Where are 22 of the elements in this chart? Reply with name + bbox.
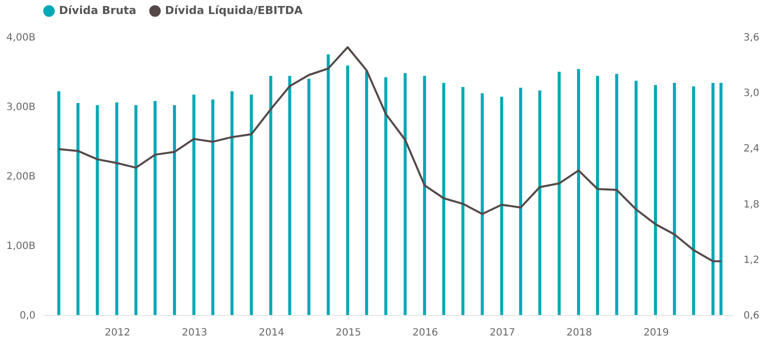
x-tick-label: 2015 <box>336 328 362 338</box>
x-tick-label: 2018 <box>566 328 592 338</box>
legend-label: Dívida Bruta <box>59 4 136 17</box>
y-tick-label: 3,00B <box>6 102 36 113</box>
x-tick-label: 2013 <box>182 328 208 338</box>
y2-tick-label: 0,6 <box>744 310 760 322</box>
line-series <box>58 46 722 262</box>
legend-label: Dívida Líquida/EBITDA <box>165 4 304 17</box>
y-tick-label: 1,00B <box>6 241 36 252</box>
y2-tick-label: 3,0 <box>744 88 760 100</box>
y2-tick-label: 1,8 <box>744 199 760 210</box>
x-tick-label: 2019 <box>643 328 669 338</box>
y2-tick-label: 1,2 <box>744 254 760 266</box>
x-tick-label: 2016 <box>412 328 438 338</box>
x-tick-label: 2014 <box>258 328 284 338</box>
y-tick-label: 2,00B <box>6 172 36 182</box>
y-tick-label: 0,0 <box>20 310 36 322</box>
x-tick-label: 2012 <box>104 328 130 338</box>
x-tick-label: 2017 <box>490 328 516 338</box>
y2-tick-label: 2,4 <box>744 144 760 155</box>
y-tick-label: 4,00B <box>6 32 36 44</box>
y2-tick-label: 3,6 <box>744 32 760 44</box>
